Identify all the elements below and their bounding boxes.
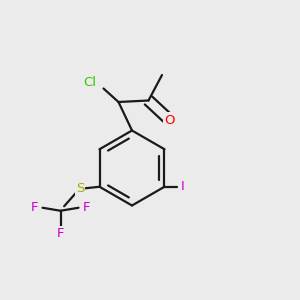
Text: F: F: [31, 201, 38, 214]
Text: F: F: [83, 201, 91, 214]
Text: Cl: Cl: [83, 76, 96, 89]
Text: I: I: [181, 180, 185, 193]
Text: S: S: [76, 182, 84, 195]
Text: O: O: [164, 113, 175, 127]
Text: F: F: [57, 227, 64, 240]
